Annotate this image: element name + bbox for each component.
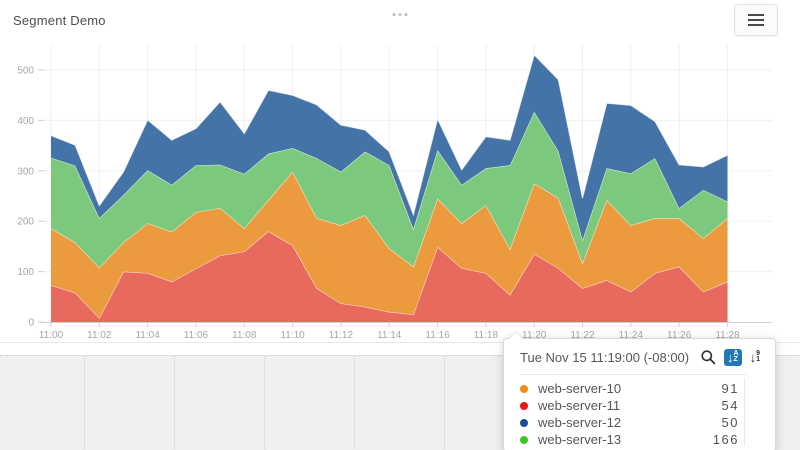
tooltip-scroll-rule — [744, 378, 745, 446]
x-axis-label: 11:14 — [377, 330, 402, 341]
x-axis-label: 11:06 — [184, 330, 209, 341]
series-color-dot — [520, 418, 528, 427]
x-axis-label: 11:00 — [39, 330, 64, 341]
x-axis-label: 11:18 — [474, 330, 499, 341]
series-color-dot — [520, 435, 528, 444]
grid-cell-divider — [354, 356, 355, 450]
stacked-area-chart[interactable]: 11:00 11:02 11:04 11:06 11:08 11:10 11:12 11:14… — [0, 0, 800, 342]
series-color-dot — [520, 384, 528, 393]
search-button[interactable] — [697, 347, 719, 367]
series-name: web-server-10 — [538, 381, 622, 396]
x-axis-label: 11:22 — [570, 330, 595, 341]
y-axis-label: 500 — [17, 66, 34, 77]
y-axis-label: 200 — [17, 217, 34, 228]
grid-cell-divider — [174, 356, 175, 450]
chart-card: 11:00 11:02 11:04 11:06 11:08 11:10 11:12 11:14… — [0, 0, 800, 343]
area-series-web-server-13[interactable] — [51, 111, 728, 268]
series-name: web-server-12 — [538, 415, 622, 430]
chart-menu-button[interactable] — [734, 4, 778, 36]
search-icon — [701, 350, 716, 365]
series-name: web-server-11 — [538, 398, 621, 413]
drag-handle-icon[interactable] — [382, 9, 418, 20]
x-axis-label: 11:04 — [135, 330, 160, 341]
grid-cell-divider — [84, 356, 85, 450]
legend-row[interactable]: web-server-10 91 — [504, 380, 775, 397]
y-axis-label: 300 — [17, 166, 34, 177]
legend-row[interactable]: web-server-11 54 — [504, 397, 775, 414]
series-value: 54 — [721, 398, 739, 413]
x-axis-label: 11:28 — [715, 330, 740, 341]
legend-row[interactable]: web-server-12 50 — [504, 414, 775, 431]
y-axis-label: 0 — [28, 318, 34, 329]
tooltip-timestamp: Tue Nov 15 11:19:00 (-08:00) — [520, 349, 690, 365]
series-value: 91 — [721, 381, 739, 396]
tooltip-legend-list: web-server-10 91 web-server-11 54 web-server… — [504, 378, 775, 448]
legend-row[interactable]: web-server-13 166 — [504, 431, 775, 448]
grid-cell-divider — [264, 356, 265, 450]
x-axis-label: 11:24 — [619, 330, 644, 341]
x-axis-label: 11:12 — [329, 330, 354, 341]
series-name: web-server-13 — [538, 432, 622, 447]
grid-cell-divider — [444, 356, 445, 450]
y-axis-label: 400 — [17, 116, 34, 127]
x-axis-label: 11:02 — [87, 330, 112, 341]
area-series-web-server-11[interactable] — [51, 231, 728, 322]
tooltip-divider — [520, 374, 747, 375]
x-axis-label: 11:10 — [280, 330, 305, 341]
x-axis-label: 11:08 — [232, 330, 257, 341]
series-boundary-line — [50, 53, 728, 217]
series-color-dot — [520, 401, 528, 410]
x-axis-label: 11:16 — [425, 330, 450, 341]
chart-title: Segment Demo — [13, 13, 106, 28]
x-axis-label: 11:26 — [667, 330, 692, 341]
series-value: 166 — [712, 432, 739, 447]
series-value: 50 — [721, 415, 739, 430]
x-axis-label: 11:20 — [522, 330, 547, 341]
y-axis-label: 100 — [17, 267, 34, 278]
area-series-web-server-12[interactable] — [51, 54, 728, 240]
